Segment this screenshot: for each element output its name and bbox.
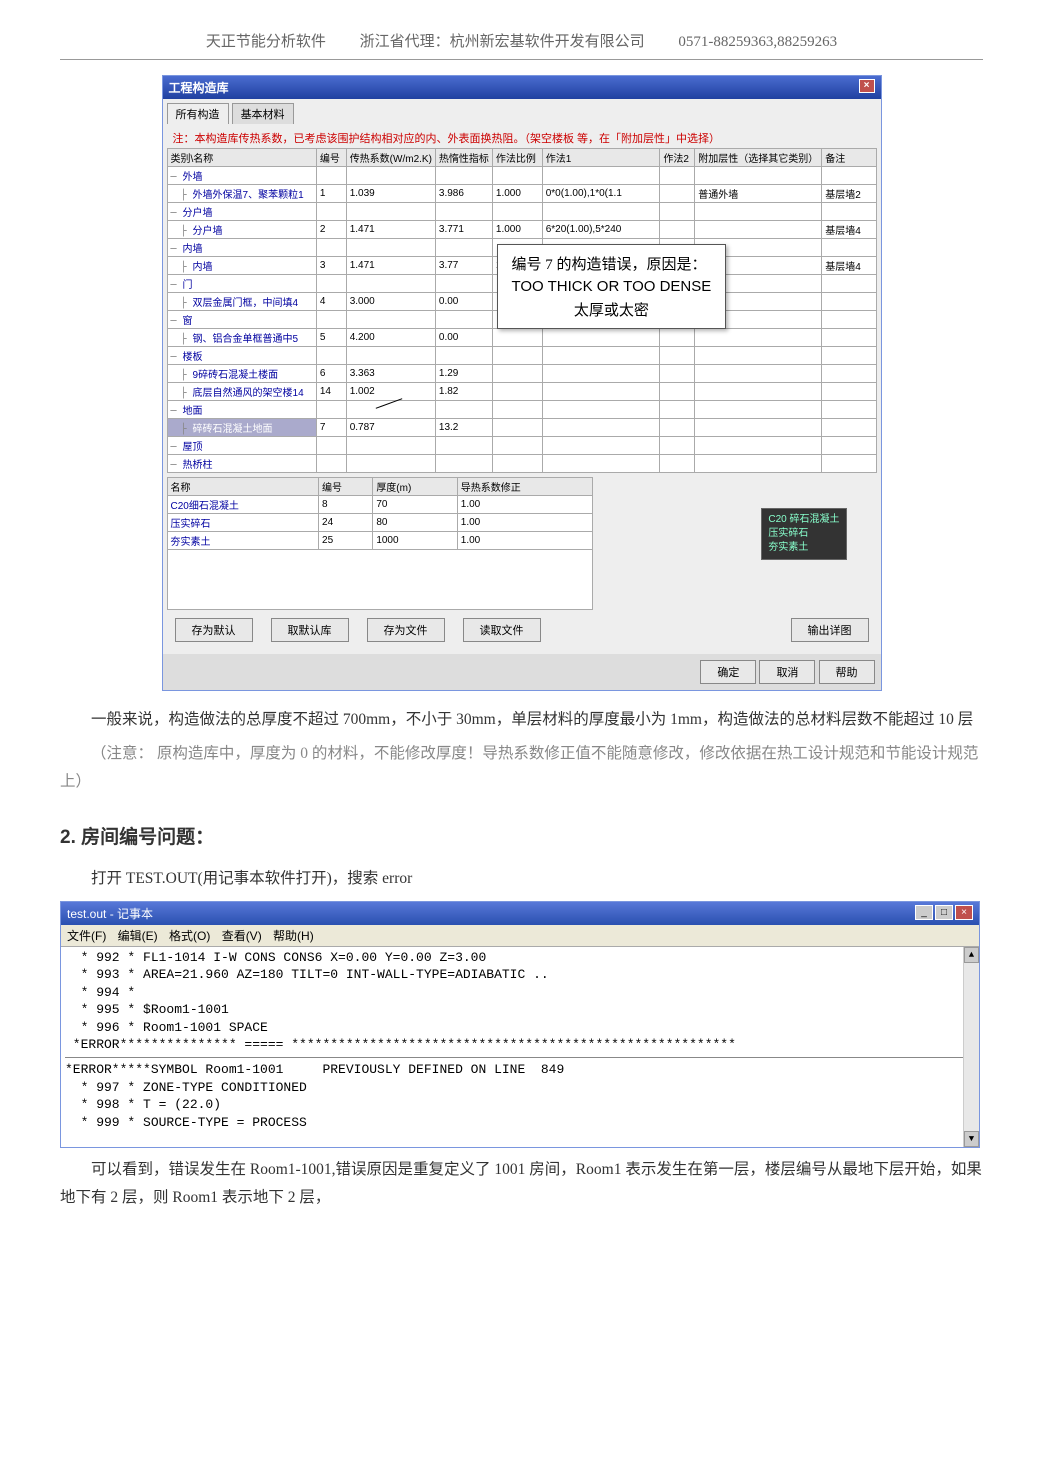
table-row[interactable]: C20细石混凝土8701.00 [167, 496, 592, 514]
table-row[interactable]: ├ 底层自然通风的架空楼14141.0021.82 [167, 383, 876, 401]
notepad-line: * 998 * T = (22.0) [65, 1096, 975, 1114]
tab-all[interactable]: 所有构造 [167, 103, 229, 124]
table1-header: 编号 [316, 149, 346, 167]
notepad-line: * 992 * FL1-1014 I-W CONS CONS6 X=0.00 Y… [65, 949, 975, 967]
table-row[interactable]: ├ 钢、铝合金单框普通中554.2000.00 [167, 329, 876, 347]
legend-box: C20 碎石混凝土 压实碎石 夯实素土 [761, 508, 846, 560]
help-button[interactable]: 帮助 [819, 660, 875, 684]
menu-format[interactable]: 格式(O) [169, 929, 210, 943]
popup-line3: 太厚或太密 [512, 299, 712, 320]
dialog-titlebar[interactable]: 工程构造库 × [163, 76, 881, 99]
legend-1: C20 碎石混凝土 [768, 513, 839, 527]
notepad-line: * 993 * AREA=21.960 AZ=180 TILT=0 INT-WA… [65, 966, 975, 984]
material-layers-table: 名称编号厚度(m)导热系数修正 C20细石混凝土8701.00压实碎石24801… [167, 477, 593, 550]
dialog-button-row: 存为默认 取默认库 存为文件 读取文件 输出详图 [167, 610, 877, 650]
construction-library-dialog: 工程构造库 × 所有构造 基本材料 注：本构造库传热系数，已考虑该围护结构相对应… [162, 75, 882, 691]
scroll-down-button[interactable]: ▼ [964, 1131, 979, 1147]
table-row[interactable]: ├ 外墙外保温7、聚苯颗粒111.0393.9861.0000*0(1.00),… [167, 185, 876, 203]
paragraph-4: 可以看到，错误发生在 Room1-1001,错误原因是重复定义了 1001 房间… [60, 1156, 983, 1212]
heading-room-number: 2. 房间编号问题： [60, 821, 983, 855]
dialog-title: 工程构造库 [169, 79, 229, 96]
table-row[interactable]: ─ 地面 [167, 401, 876, 419]
table1-header: 传热系数(W/m2.K) [346, 149, 435, 167]
popup-line2: TOO THICK OR TOO DENSE [512, 278, 712, 295]
save-default-button[interactable]: 存为默认 [175, 618, 253, 642]
minimize-button[interactable]: _ [915, 905, 933, 920]
table-row[interactable]: ─ 外墙 [167, 167, 876, 185]
table-row[interactable]: 压实碎石24801.00 [167, 514, 592, 532]
table1-header: 作法2 [660, 149, 695, 167]
table1-header: 作法比例 [492, 149, 542, 167]
notepad-menu: 文件(F) 编辑(E) 格式(O) 查看(V) 帮助(H) [61, 925, 979, 947]
notepad-line: *ERROR*************** ===== ************… [65, 1036, 975, 1054]
export-detail-button[interactable]: 输出详图 [791, 618, 869, 642]
read-file-button[interactable]: 读取文件 [463, 618, 541, 642]
table1-header: 附加层性（选择其它类别） [695, 149, 822, 167]
notepad-line: *ERROR*****SYMBOL Room1-1001 PREVIOUSLY … [65, 1061, 975, 1079]
notepad-line: * 994 * [65, 984, 975, 1002]
notepad-line: * 999 * SOURCE-TYPE = PROCESS [65, 1114, 975, 1132]
menu-help[interactable]: 帮助(H) [273, 929, 314, 943]
scroll-up-button[interactable]: ▲ [964, 947, 979, 963]
header-product: 天正节能分析软件 [206, 34, 326, 50]
table-row[interactable]: ─ 屋顶 [167, 437, 876, 455]
table1-header: 热惰性指标 [435, 149, 492, 167]
page-header: 天正节能分析软件 浙江省代理：杭州新宏基软件开发有限公司 0571-882593… [60, 20, 983, 60]
table-row[interactable]: ├ 碎砖石混凝土地面70.78713.2 [167, 419, 876, 437]
table2-header: 编号 [319, 478, 373, 496]
menu-edit[interactable]: 编辑(E) [118, 929, 158, 943]
load-default-button[interactable]: 取默认库 [271, 618, 349, 642]
table-row[interactable]: ├ 9碎砖石混凝土楼面63.3631.29 [167, 365, 876, 383]
table1-header: 作法1 [542, 149, 660, 167]
menu-file[interactable]: 文件(F) [67, 929, 106, 943]
save-file-button[interactable]: 存为文件 [367, 618, 445, 642]
legend-2: 压实碎石 [768, 527, 839, 541]
error-popup: 编号 7 的构造错误，原因是： TOO THICK OR TOO DENSE 太… [497, 244, 727, 329]
notepad-titlebar[interactable]: test.out - 记事本 _ □ × [61, 902, 979, 925]
notepad-title: test.out - 记事本 [67, 905, 153, 922]
table-row[interactable]: ─ 热桥柱 [167, 455, 876, 473]
paragraph-2: （注意： 原构造库中，厚度为 0 的材料，不能修改厚度！导热系数修正值不能随意修… [60, 740, 983, 796]
notepad-line: * 996 * Room1-1001 SPACE [65, 1019, 975, 1037]
header-agent: 浙江省代理：杭州新宏基软件开发有限公司 [360, 34, 645, 50]
table-row[interactable]: 夯实素土2510001.00 [167, 532, 592, 550]
maximize-button[interactable]: □ [935, 905, 953, 920]
close-button[interactable]: × [859, 79, 875, 93]
paragraph-3: 打开 TEST.OUT(用记事本软件打开)，搜索 error [60, 865, 983, 893]
header-phone: 0571-88259363,88259263 [678, 34, 837, 50]
table2-header: 名称 [167, 478, 319, 496]
table1-header: 类别\名称 [167, 149, 316, 167]
paragraph-1: 一般来说，构造做法的总厚度不超过 700mm，不小于 30mm，单层材料的厚度最… [60, 706, 983, 734]
warning-note: 注：本构造库传热系数，已考虑该围护结构相对应的内、外表面换热阻。（架空楼板 等，… [167, 128, 877, 148]
notepad-line: * 997 * ZONE-TYPE CONDITIONED [65, 1079, 975, 1097]
table1-header: 备注 [822, 149, 876, 167]
notepad-window: test.out - 记事本 _ □ × 文件(F) 编辑(E) 格式(O) 查… [60, 901, 980, 1148]
scrollbar[interactable]: ▲ ▼ [963, 947, 979, 1147]
table-row[interactable]: ─ 分户墙 [167, 203, 876, 221]
cancel-button[interactable]: 取消 [759, 660, 815, 684]
table2-header: 导热系数修正 [457, 478, 592, 496]
menu-view[interactable]: 查看(V) [222, 929, 262, 943]
table2-header: 厚度(m) [373, 478, 457, 496]
table-row[interactable]: ─ 楼板 [167, 347, 876, 365]
legend-3: 夯实素土 [768, 541, 839, 555]
table-row[interactable]: ├ 分户墙21.4713.7711.0006*20(1.00),5*240基层墙… [167, 221, 876, 239]
ok-button[interactable]: 确定 [700, 660, 756, 684]
notepad-close-button[interactable]: × [955, 905, 973, 920]
notepad-line: * 995 * $Room1-1001 [65, 1001, 975, 1019]
dialog-tabs: 所有构造 基本材料 [163, 99, 881, 124]
tab-materials[interactable]: 基本材料 [232, 103, 294, 124]
dialog-footer-buttons: 确定 取消 帮助 [163, 654, 881, 690]
popup-line1: 编号 7 的构造错误，原因是： [512, 253, 712, 274]
notepad-body[interactable]: * 992 * FL1-1014 I-W CONS CONS6 X=0.00 Y… [61, 947, 979, 1147]
